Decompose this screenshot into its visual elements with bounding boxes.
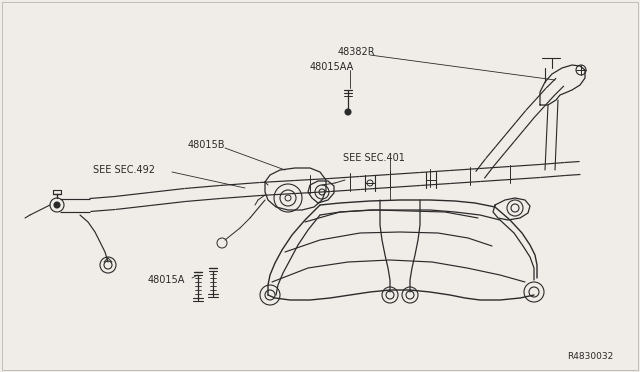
Circle shape — [54, 202, 60, 208]
Text: 48382R: 48382R — [338, 47, 376, 57]
Text: SEE SEC.492: SEE SEC.492 — [93, 165, 155, 175]
Text: 48015B: 48015B — [188, 140, 225, 150]
Text: SEE SEC.401: SEE SEC.401 — [343, 153, 405, 163]
Circle shape — [345, 109, 351, 115]
Text: 48015A: 48015A — [148, 275, 186, 285]
Text: 48015AA: 48015AA — [310, 62, 355, 72]
Text: R4830032: R4830032 — [567, 352, 613, 361]
